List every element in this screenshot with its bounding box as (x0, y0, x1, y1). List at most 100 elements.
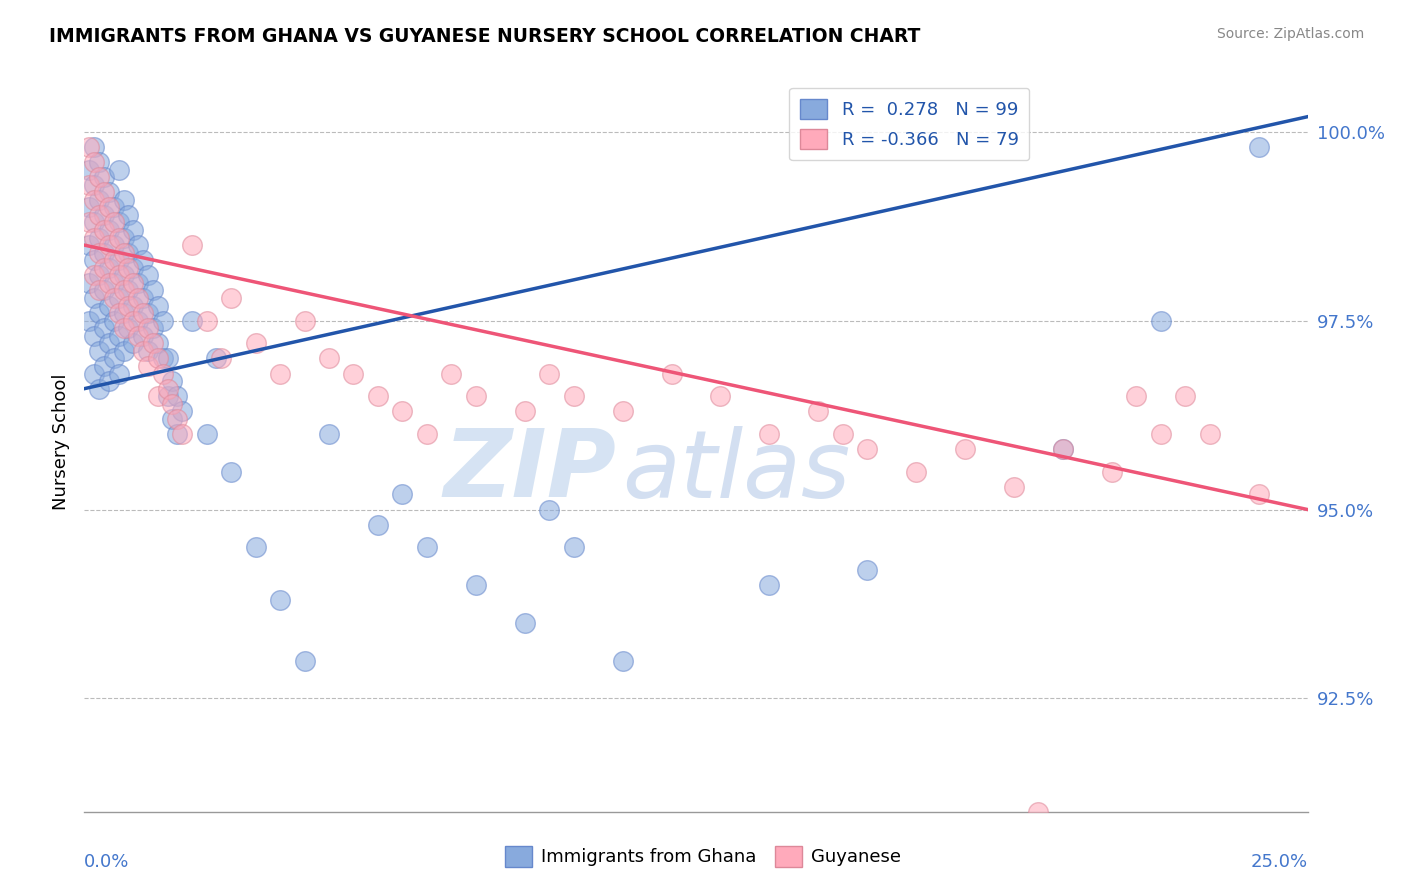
Point (107, 162, 129, 177)
Point (93, 170, 115, 185)
Point (156, 382, 179, 396)
Point (464, 578, 486, 592)
Point (856, 442, 879, 456)
Point (245, 336, 267, 351)
Point (269, 593, 291, 607)
Point (1174, 389, 1197, 403)
Point (391, 487, 413, 501)
Point (107, 215, 129, 229)
Point (112, 193, 135, 207)
Point (612, 654, 634, 668)
Point (807, 404, 830, 418)
Point (117, 321, 139, 335)
Point (77, 276, 100, 290)
Point (132, 306, 155, 320)
Text: atlas: atlas (623, 425, 851, 516)
Point (132, 291, 155, 305)
Point (87, 170, 110, 185)
Point (758, 578, 780, 592)
Point (87, 284, 110, 298)
Point (953, 442, 976, 456)
Point (117, 299, 139, 313)
Point (318, 427, 340, 442)
Text: IMMIGRANTS FROM GHANA VS GUYANESE NURSERY SCHOOL CORRELATION CHART: IMMIGRANTS FROM GHANA VS GUYANESE NURSER… (49, 27, 921, 45)
Point (136, 359, 159, 373)
Point (152, 313, 174, 327)
Point (318, 351, 340, 366)
Point (83, 215, 105, 229)
Point (391, 404, 413, 418)
Point (83, 230, 105, 244)
Point (107, 268, 129, 283)
Point (77, 140, 100, 154)
Point (132, 343, 155, 358)
Point (77, 313, 100, 327)
Point (1002, 480, 1025, 494)
Point (440, 367, 463, 381)
Point (181, 313, 204, 327)
Point (219, 465, 242, 479)
Point (83, 253, 105, 268)
Point (112, 268, 135, 283)
Point (117, 245, 139, 260)
Point (93, 208, 115, 222)
Point (172, 404, 194, 418)
Point (209, 351, 232, 366)
Point (97, 260, 120, 275)
Point (122, 260, 145, 275)
Point (117, 260, 139, 275)
Point (112, 343, 135, 358)
Point (367, 389, 389, 403)
Point (122, 336, 145, 351)
Point (122, 223, 145, 237)
Point (77, 215, 100, 229)
Point (1198, 427, 1220, 442)
Text: ZIP: ZIP (443, 425, 616, 517)
Point (142, 284, 165, 298)
Point (538, 367, 561, 381)
Point (117, 208, 139, 222)
Point (97, 299, 120, 313)
Point (122, 313, 145, 327)
Point (87, 382, 110, 396)
Point (77, 238, 100, 252)
Point (107, 328, 129, 343)
Point (152, 367, 174, 381)
Point (83, 268, 105, 283)
Point (181, 238, 204, 252)
Point (195, 427, 218, 442)
Y-axis label: Nursery School: Nursery School (52, 373, 70, 510)
Point (103, 351, 125, 366)
Point (83, 155, 105, 169)
Point (612, 404, 634, 418)
Point (146, 351, 169, 366)
Point (103, 313, 125, 327)
Point (112, 284, 135, 298)
Point (97, 336, 120, 351)
Point (93, 359, 115, 373)
Point (342, 367, 364, 381)
Point (513, 404, 536, 418)
Point (77, 200, 100, 214)
Point (112, 245, 135, 260)
Point (103, 253, 125, 268)
Point (661, 367, 683, 381)
Point (1101, 465, 1123, 479)
Point (1052, 442, 1074, 456)
Point (166, 427, 188, 442)
Point (146, 336, 169, 351)
Point (97, 186, 120, 200)
Point (136, 306, 159, 320)
Point (103, 238, 125, 252)
Point (87, 306, 110, 320)
Point (103, 291, 125, 305)
Point (166, 412, 188, 426)
Point (112, 306, 135, 320)
Point (127, 291, 149, 305)
Point (87, 230, 110, 244)
Point (294, 654, 316, 668)
Point (83, 140, 105, 154)
Point (1150, 427, 1173, 442)
Point (464, 389, 486, 403)
Point (87, 193, 110, 207)
